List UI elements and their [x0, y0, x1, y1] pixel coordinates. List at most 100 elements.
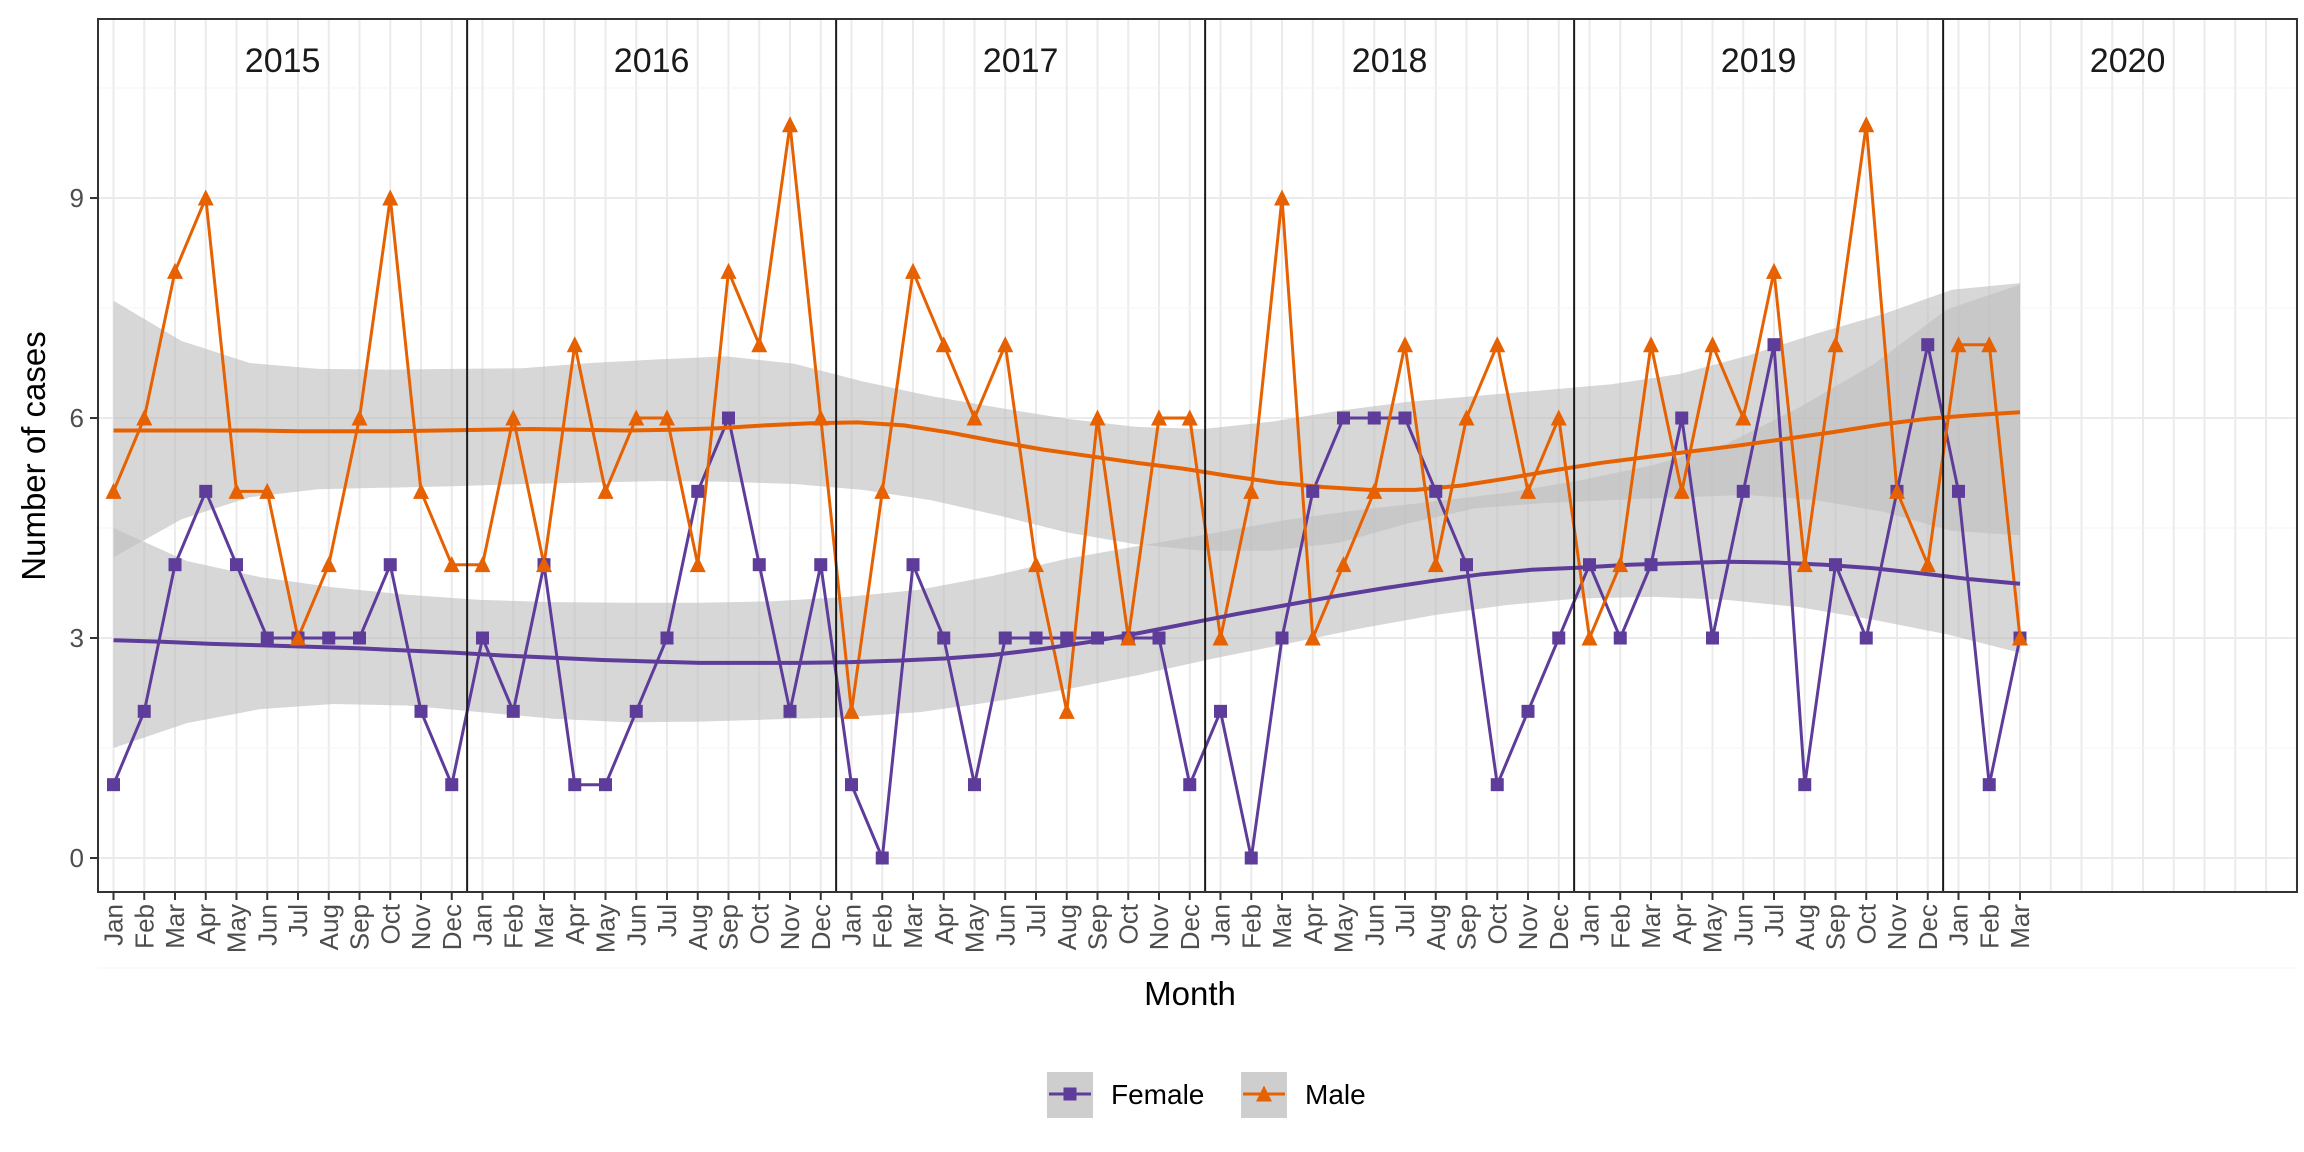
female-point [506, 704, 520, 718]
x-tick-label: Feb [1974, 904, 2004, 949]
female-point [353, 631, 366, 645]
x-tick-label: May [591, 904, 621, 953]
x-tick-label: Jan [1575, 904, 1605, 946]
female-point [1490, 778, 1504, 792]
female-point [814, 558, 828, 572]
male-point [1950, 336, 1967, 353]
female-point [1244, 851, 1258, 865]
female-point [1767, 338, 1781, 352]
female-point [445, 778, 459, 792]
female-point [1798, 778, 1812, 792]
x-tick-label: Sep [1452, 904, 1482, 950]
data-markers [105, 116, 2028, 865]
male-point [1397, 336, 1413, 353]
x-tick-label: Apr [1298, 904, 1328, 945]
x-tick-label: Mar [898, 904, 928, 949]
male-point [197, 189, 214, 206]
female-point [1521, 704, 1535, 718]
x-tick-label: May [1329, 904, 1359, 953]
smooth-trend-lines [113, 410, 2021, 665]
y-tick-label: 3 [70, 623, 84, 653]
male-point [1458, 409, 1475, 426]
x-tick-label: Mar [1636, 904, 1666, 949]
female-legend-marker [1063, 1087, 1077, 1101]
x-tick-label: Oct [1113, 903, 1143, 944]
x-tick-label: Jun [621, 904, 651, 946]
female-point [1460, 558, 1473, 572]
female-point [1613, 631, 1627, 645]
female-point [1706, 631, 1719, 645]
male-point [1120, 629, 1137, 646]
x-tick-label: Oct [744, 903, 774, 944]
y-tick-label: 0 [70, 843, 84, 873]
x-tick-label: Aug [314, 904, 344, 950]
female-confidence-ribbon [113, 284, 2020, 748]
female-point [1337, 411, 1350, 425]
x-tick-label: May [222, 904, 252, 953]
x-tick-label: Dec [437, 904, 467, 950]
x-tick-label: Dec [1913, 904, 1943, 950]
y-tick-label: 6 [70, 403, 84, 433]
male-point [1427, 556, 1444, 573]
x-tick-label: Sep [1083, 904, 1113, 950]
x-tick-label: Dec [1544, 904, 1574, 950]
male-point [1796, 556, 1813, 573]
male-point [1181, 409, 1198, 426]
x-tick-label: Jul [1021, 904, 1051, 937]
year-label: 2015 [245, 42, 321, 80]
x-tick-label: Jun [990, 904, 1020, 946]
female-point [1921, 338, 1935, 352]
female-point [660, 631, 674, 645]
male-point [1366, 482, 1383, 499]
male-smooth-line [113, 410, 2021, 492]
year-label: 2017 [983, 42, 1059, 80]
plot-border [97, 18, 2298, 893]
x-tick-label: Jul [652, 904, 682, 937]
male-point [935, 336, 952, 353]
female-point [1644, 558, 1658, 572]
x-tick-label: Jun [252, 904, 282, 946]
x-tick-label: Aug [683, 904, 713, 950]
male-point [1489, 336, 1506, 353]
x-tick-label: Nov [1513, 904, 1543, 950]
x-tick-label: Apr [929, 904, 959, 945]
male-point [1735, 409, 1752, 426]
x-tick-label: Sep [714, 904, 744, 950]
male-point [720, 262, 737, 279]
male-point [1766, 262, 1782, 279]
x-tick-label: Feb [1236, 904, 1266, 949]
x-tick-label: Nov [775, 904, 805, 950]
male-point [1274, 189, 1290, 206]
male-point [1889, 482, 1905, 499]
male-point [474, 556, 491, 573]
female-point [968, 778, 981, 792]
x-tick-label: May [960, 904, 990, 953]
female-point [906, 558, 920, 572]
x-tick-label: Jul [1390, 904, 1420, 937]
male-point [628, 409, 645, 426]
x-tick-label: Mar [2005, 904, 2035, 949]
female-point [1091, 631, 1104, 645]
female-point [1583, 558, 1596, 572]
x-tick-label: Sep [1821, 904, 1851, 950]
male-point [536, 556, 552, 573]
male-point [228, 482, 245, 499]
x-tick-label: Aug [1421, 904, 1451, 950]
male-point [1058, 702, 1075, 719]
x-tick-label: Mar [1267, 904, 1297, 949]
female-point [1952, 484, 1965, 498]
x-tick-label: Dec [1175, 904, 1205, 950]
male-point [751, 336, 768, 353]
female-point [1367, 411, 1381, 425]
x-tick-label: Feb [867, 904, 897, 949]
female-point [476, 631, 489, 645]
female-point [1275, 631, 1289, 645]
x-tick-label: Oct [375, 903, 405, 944]
x-tick-label: Feb [1605, 904, 1635, 949]
female-point [383, 558, 397, 572]
male-point [566, 336, 583, 353]
male-point [1919, 556, 1936, 573]
x-axis-title: Month [1144, 975, 1236, 1012]
x-tick-label: Jan [468, 904, 498, 946]
female-point [1829, 558, 1842, 572]
